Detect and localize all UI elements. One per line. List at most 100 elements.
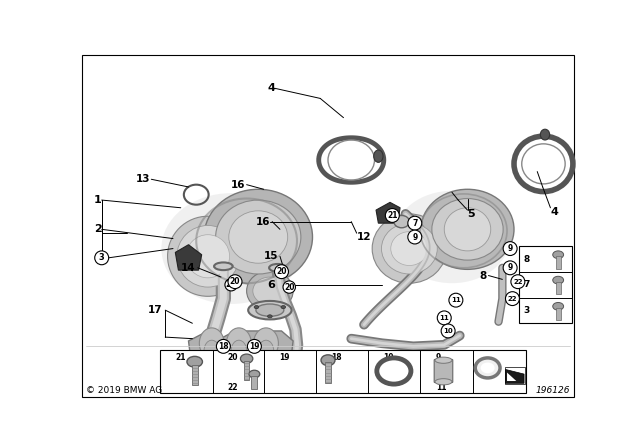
Ellipse shape	[374, 150, 383, 162]
FancyBboxPatch shape	[556, 308, 561, 320]
Text: 17: 17	[148, 305, 163, 315]
Ellipse shape	[256, 304, 284, 316]
Polygon shape	[376, 202, 400, 223]
FancyBboxPatch shape	[160, 350, 525, 392]
Ellipse shape	[249, 370, 260, 378]
Text: 9: 9	[436, 353, 441, 362]
FancyBboxPatch shape	[325, 362, 331, 383]
Text: © 2019 BMW AG: © 2019 BMW AG	[86, 386, 163, 395]
Text: 18: 18	[331, 353, 342, 362]
Ellipse shape	[187, 356, 202, 367]
Ellipse shape	[432, 198, 503, 260]
Text: 20: 20	[227, 353, 237, 362]
Polygon shape	[428, 208, 502, 260]
Text: 5: 5	[467, 209, 475, 219]
Text: 4: 4	[268, 83, 275, 94]
Text: 13: 13	[136, 174, 150, 184]
Circle shape	[95, 251, 109, 265]
Text: 20: 20	[276, 267, 287, 276]
Ellipse shape	[186, 235, 230, 278]
Ellipse shape	[214, 263, 233, 270]
Circle shape	[216, 340, 230, 353]
Text: 18: 18	[218, 342, 228, 351]
Ellipse shape	[553, 302, 564, 310]
Ellipse shape	[253, 328, 278, 359]
Ellipse shape	[540, 129, 550, 140]
Circle shape	[275, 265, 289, 279]
Text: 19: 19	[279, 353, 290, 362]
Circle shape	[449, 293, 463, 307]
Ellipse shape	[476, 358, 500, 378]
FancyBboxPatch shape	[556, 282, 561, 294]
Ellipse shape	[394, 191, 510, 283]
Circle shape	[248, 340, 261, 353]
Circle shape	[441, 324, 455, 338]
Text: 21: 21	[387, 211, 397, 220]
Circle shape	[228, 275, 242, 289]
Ellipse shape	[231, 340, 246, 362]
Ellipse shape	[241, 354, 253, 363]
Ellipse shape	[204, 340, 220, 362]
Ellipse shape	[381, 223, 437, 274]
Text: 14: 14	[180, 263, 195, 273]
Text: 11: 11	[436, 383, 446, 392]
FancyBboxPatch shape	[252, 375, 257, 389]
Polygon shape	[175, 245, 202, 270]
Text: 16: 16	[256, 217, 271, 227]
Text: 3: 3	[99, 253, 104, 263]
Ellipse shape	[216, 200, 301, 274]
Ellipse shape	[435, 357, 452, 363]
Polygon shape	[506, 370, 524, 383]
Text: 22: 22	[227, 383, 237, 392]
Text: 11: 11	[451, 297, 461, 303]
Text: 4: 4	[550, 207, 558, 217]
Text: 12: 12	[356, 232, 371, 242]
FancyBboxPatch shape	[244, 361, 249, 380]
Text: 10: 10	[383, 353, 394, 362]
Ellipse shape	[383, 362, 404, 379]
Ellipse shape	[269, 264, 286, 271]
Ellipse shape	[394, 215, 410, 228]
Ellipse shape	[268, 315, 272, 318]
Polygon shape	[208, 214, 289, 276]
Ellipse shape	[161, 193, 301, 304]
FancyBboxPatch shape	[556, 256, 561, 269]
Ellipse shape	[372, 214, 447, 283]
Text: 196126: 196126	[535, 386, 570, 395]
Text: 1: 1	[94, 195, 102, 205]
Ellipse shape	[444, 208, 491, 251]
Ellipse shape	[229, 211, 288, 263]
Ellipse shape	[227, 328, 252, 359]
Text: 21: 21	[175, 353, 186, 362]
Ellipse shape	[481, 362, 495, 373]
Ellipse shape	[199, 328, 224, 359]
Polygon shape	[189, 331, 293, 372]
Text: 19: 19	[249, 342, 260, 351]
Circle shape	[385, 208, 399, 222]
Circle shape	[511, 275, 525, 289]
Text: 7: 7	[524, 280, 530, 289]
Ellipse shape	[204, 189, 312, 285]
Circle shape	[225, 279, 237, 291]
Text: 3: 3	[524, 306, 529, 315]
Text: 20: 20	[226, 280, 236, 289]
Text: 7: 7	[412, 219, 417, 228]
Ellipse shape	[391, 232, 428, 266]
Circle shape	[506, 292, 520, 306]
Text: 9: 9	[508, 244, 513, 253]
Text: 15: 15	[264, 251, 278, 261]
FancyBboxPatch shape	[434, 359, 452, 383]
Ellipse shape	[254, 306, 259, 309]
Circle shape	[503, 241, 517, 255]
Polygon shape	[507, 373, 516, 381]
Text: 20: 20	[284, 283, 294, 292]
Text: 8: 8	[479, 271, 486, 280]
Circle shape	[437, 311, 451, 325]
Ellipse shape	[246, 271, 293, 311]
Text: 10: 10	[444, 328, 453, 334]
Text: 2: 2	[94, 224, 102, 234]
Ellipse shape	[248, 301, 292, 319]
FancyBboxPatch shape	[191, 365, 198, 385]
Text: 22: 22	[508, 296, 517, 302]
Ellipse shape	[421, 189, 514, 269]
